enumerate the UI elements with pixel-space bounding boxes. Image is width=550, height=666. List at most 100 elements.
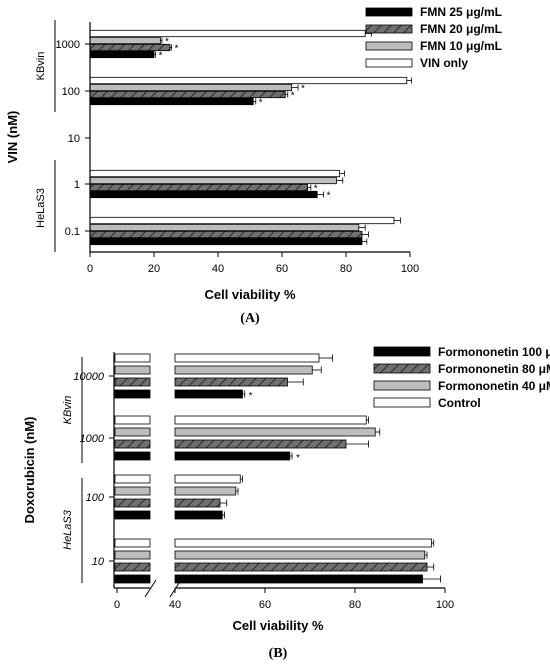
panel-a-significance-fmn-25-g-ml-1000: * xyxy=(159,51,163,62)
panel-b-legend-label-control: Control xyxy=(438,396,481,410)
panel-b-x-tick-label-60: 60 xyxy=(259,599,271,611)
panel-b-bar-formononetin-100-m-10000 xyxy=(174,389,243,399)
panel-b-legend-swatch-formononetin-80-m xyxy=(373,363,431,374)
panel-a-legend-swatch-vin-only xyxy=(365,58,413,68)
panel-b-x-tick-label-100: 100 xyxy=(436,599,454,611)
panel-b-legend-label-formononetin-100-m: Formononetin 100 μM xyxy=(438,345,550,359)
panel-a-group-label-kbvin: KBvin xyxy=(35,52,47,81)
panel-a-bar-fmn-10-g-ml-1 xyxy=(89,176,337,185)
panel-b-bar-control-100 xyxy=(174,474,241,484)
panel-b-bar-stub-formononetin-100-m-100 xyxy=(114,510,151,520)
panel-b-bar-formononetin-80-m-10000 xyxy=(174,377,288,387)
panel-b-bar-stub-formononetin-40-m-10 xyxy=(114,550,151,560)
panel-a-significance-fmn-10-g-ml-1000: * xyxy=(165,37,169,48)
panel-a-significance-fmn-25-g-ml-100: * xyxy=(259,98,263,109)
panel-b-bar-stub-formononetin-80-m-10 xyxy=(114,562,151,572)
panel-a-significance-fmn-20-g-ml-1: * xyxy=(314,184,318,195)
panel-a-bar-vin-only-1 xyxy=(89,169,341,178)
panel-a-bar-fmn-20-g-ml-1000 xyxy=(89,43,171,52)
panel-b-bar-stub-formononetin-80-m-1000 xyxy=(114,439,151,449)
panel-a-bar-fmn-25-g-ml-1000 xyxy=(89,50,155,59)
panel-b-label: (B) xyxy=(269,646,288,661)
panel-b-bar-stub-control-10000 xyxy=(114,353,151,363)
panel-b-bar-formononetin-40-m-10000 xyxy=(174,365,313,375)
panel-b-bar-stub-formononetin-80-m-10000 xyxy=(114,377,151,387)
panel-a-x-tick-label-40: 40 xyxy=(212,263,224,275)
panel-a-legend: FMN 25 μg/mL FMN 20 μg/mL FMN 10 μg/mL VIN … xyxy=(365,5,502,70)
panel-a-y-axis-label: VIN (nM) xyxy=(5,111,20,164)
panel-a-x-tick-label-20: 20 xyxy=(148,263,160,275)
panel-a-y-tick-label-1000: 1000 xyxy=(56,39,80,51)
panel-a-bar-fmn-10-g-ml-1000 xyxy=(89,36,161,45)
panel-a-chart: ******** 0 20 40 60 80 100 1000 100 10 1 0.1 KBvi… xyxy=(5,5,502,326)
panel-b-bar-stub-control-1000 xyxy=(114,415,151,425)
panel-b-bar-formononetin-40-m-100 xyxy=(174,486,237,496)
panel-b-y-tick-label-10: 10 xyxy=(92,556,105,568)
panel-b-bar-formononetin-100-m-100 xyxy=(174,510,223,520)
panel-b-y-axis-label: Doxorubicin (nM) xyxy=(22,417,37,524)
panel-a-bar-fmn-25-g-ml-1 xyxy=(89,190,318,199)
panel-b-bar-formononetin-80-m-1000 xyxy=(174,439,347,449)
panel-b-bar-formononetin-100-m-1000 xyxy=(174,451,291,461)
panel-b-y-tick-label-100: 100 xyxy=(86,492,105,504)
panel-b-legend-swatch-formononetin-100-m xyxy=(373,346,431,357)
panel-a-legend-swatch-fmn-20-g-ml xyxy=(365,24,413,34)
panel-b-significance-formononetin-100-m-1000: * xyxy=(296,453,300,464)
panel-b-bar-control-10000 xyxy=(174,353,320,363)
panel-a-y-tick-label-0-1: 0.1 xyxy=(65,226,80,238)
panel-a-bar-fmn-25-g-ml-0-1 xyxy=(89,237,363,246)
panel-b-x-tick-label-80: 80 xyxy=(349,599,361,611)
panel-a-y-ticks: 1000 100 10 1 0.1 xyxy=(56,39,90,238)
panel-b-bar-stub-formononetin-40-m-1000 xyxy=(114,427,151,437)
panel-a-legend-label-fmn-10-g-ml: FMN 10 μg/mL xyxy=(420,39,502,53)
panel-a-bar-vin-only-1000 xyxy=(89,29,366,38)
panel-b-bar-stub-formononetin-100-m-10000 xyxy=(114,389,151,399)
panel-a-group-label-helas3: HeLaS3 xyxy=(35,188,47,228)
panel-a-legend-label-fmn-20-g-ml: FMN 20 μg/mL xyxy=(420,22,502,36)
panel-b-bar-stub-formononetin-40-m-100 xyxy=(114,486,151,496)
panel-b-legend-swatch-control xyxy=(373,397,431,408)
panel-a-legend-label-vin-only: VIN only xyxy=(420,56,468,70)
panel-b-legend: Formononetin 100 μM Formononetin 80 μM For… xyxy=(373,345,550,410)
panel-a-legend-swatch-fmn-10-g-ml xyxy=(365,41,413,51)
panel-a-bars: ******** xyxy=(89,29,413,246)
panel-b-x-tick-label-40: 40 xyxy=(169,599,181,611)
panel-b-y-tick-label-10000: 10000 xyxy=(73,371,104,383)
panel-a-x-tick-label-100: 100 xyxy=(401,263,419,275)
panel-b-bar-stub-formononetin-40-m-10000 xyxy=(114,365,151,375)
panel-a-x-ticks: 0 20 40 60 80 100 xyxy=(87,252,419,275)
panel-a-x-tick-label-80: 80 xyxy=(340,263,352,275)
panel-a-bar-fmn-25-g-ml-100 xyxy=(89,97,254,106)
panel-b-bar-formononetin-100-m-10 xyxy=(174,574,423,584)
panel-b-bar-stub-formononetin-80-m-100 xyxy=(114,498,151,508)
panel-a-bar-vin-only-0-1 xyxy=(89,216,395,225)
panel-a-x-tick-label-60: 60 xyxy=(276,263,288,275)
panel-b-bar-control-1000 xyxy=(174,415,367,425)
panel-b-bar-formononetin-40-m-1000 xyxy=(174,427,376,437)
panel-a-legend-swatch-fmn-25-g-ml xyxy=(365,7,413,17)
panel-b-y-ticks: 10000 1000 100 10 xyxy=(73,371,114,568)
panel-b-bars: ** xyxy=(114,353,441,584)
panel-a-group-brackets: KBvin HeLaS3 xyxy=(35,20,56,252)
panel-a-bar-fmn-20-g-ml-0-1 xyxy=(89,230,363,239)
panel-b-bar-formononetin-80-m-10 xyxy=(174,562,428,572)
panel-a-y-tick-label-100: 100 xyxy=(62,86,80,98)
panel-a-bar-vin-only-100 xyxy=(89,76,408,85)
panel-a-bar-fmn-20-g-ml-100 xyxy=(89,90,286,99)
panel-b-group-label-helas3: HeLaS3 xyxy=(62,509,74,550)
panel-a-y-tick-label-1: 1 xyxy=(74,179,80,191)
panel-b-bar-stub-control-10 xyxy=(114,538,151,548)
panel-b-legend-label-formononetin-40-m: Formononetin 40 μM xyxy=(438,379,550,393)
panel-a-bar-fmn-10-g-ml-100 xyxy=(89,83,293,92)
panel-b-legend-label-formononetin-80-m: Formononetin 80 μM xyxy=(438,362,550,376)
panel-a-x-tick-label-0: 0 xyxy=(87,263,93,275)
panel-b-bar-control-10 xyxy=(174,538,432,548)
panel-b-bar-stub-formononetin-100-m-10 xyxy=(114,574,151,584)
panel-b-legend-swatch-formononetin-40-m xyxy=(373,380,431,391)
panel-a-significance-fmn-25-g-ml-1: * xyxy=(327,191,331,202)
panel-a-y-tick-label-10: 10 xyxy=(68,133,80,145)
panel-a-label: (A) xyxy=(240,311,260,326)
panel-a-significance-fmn-20-g-ml-1000: * xyxy=(175,44,179,55)
